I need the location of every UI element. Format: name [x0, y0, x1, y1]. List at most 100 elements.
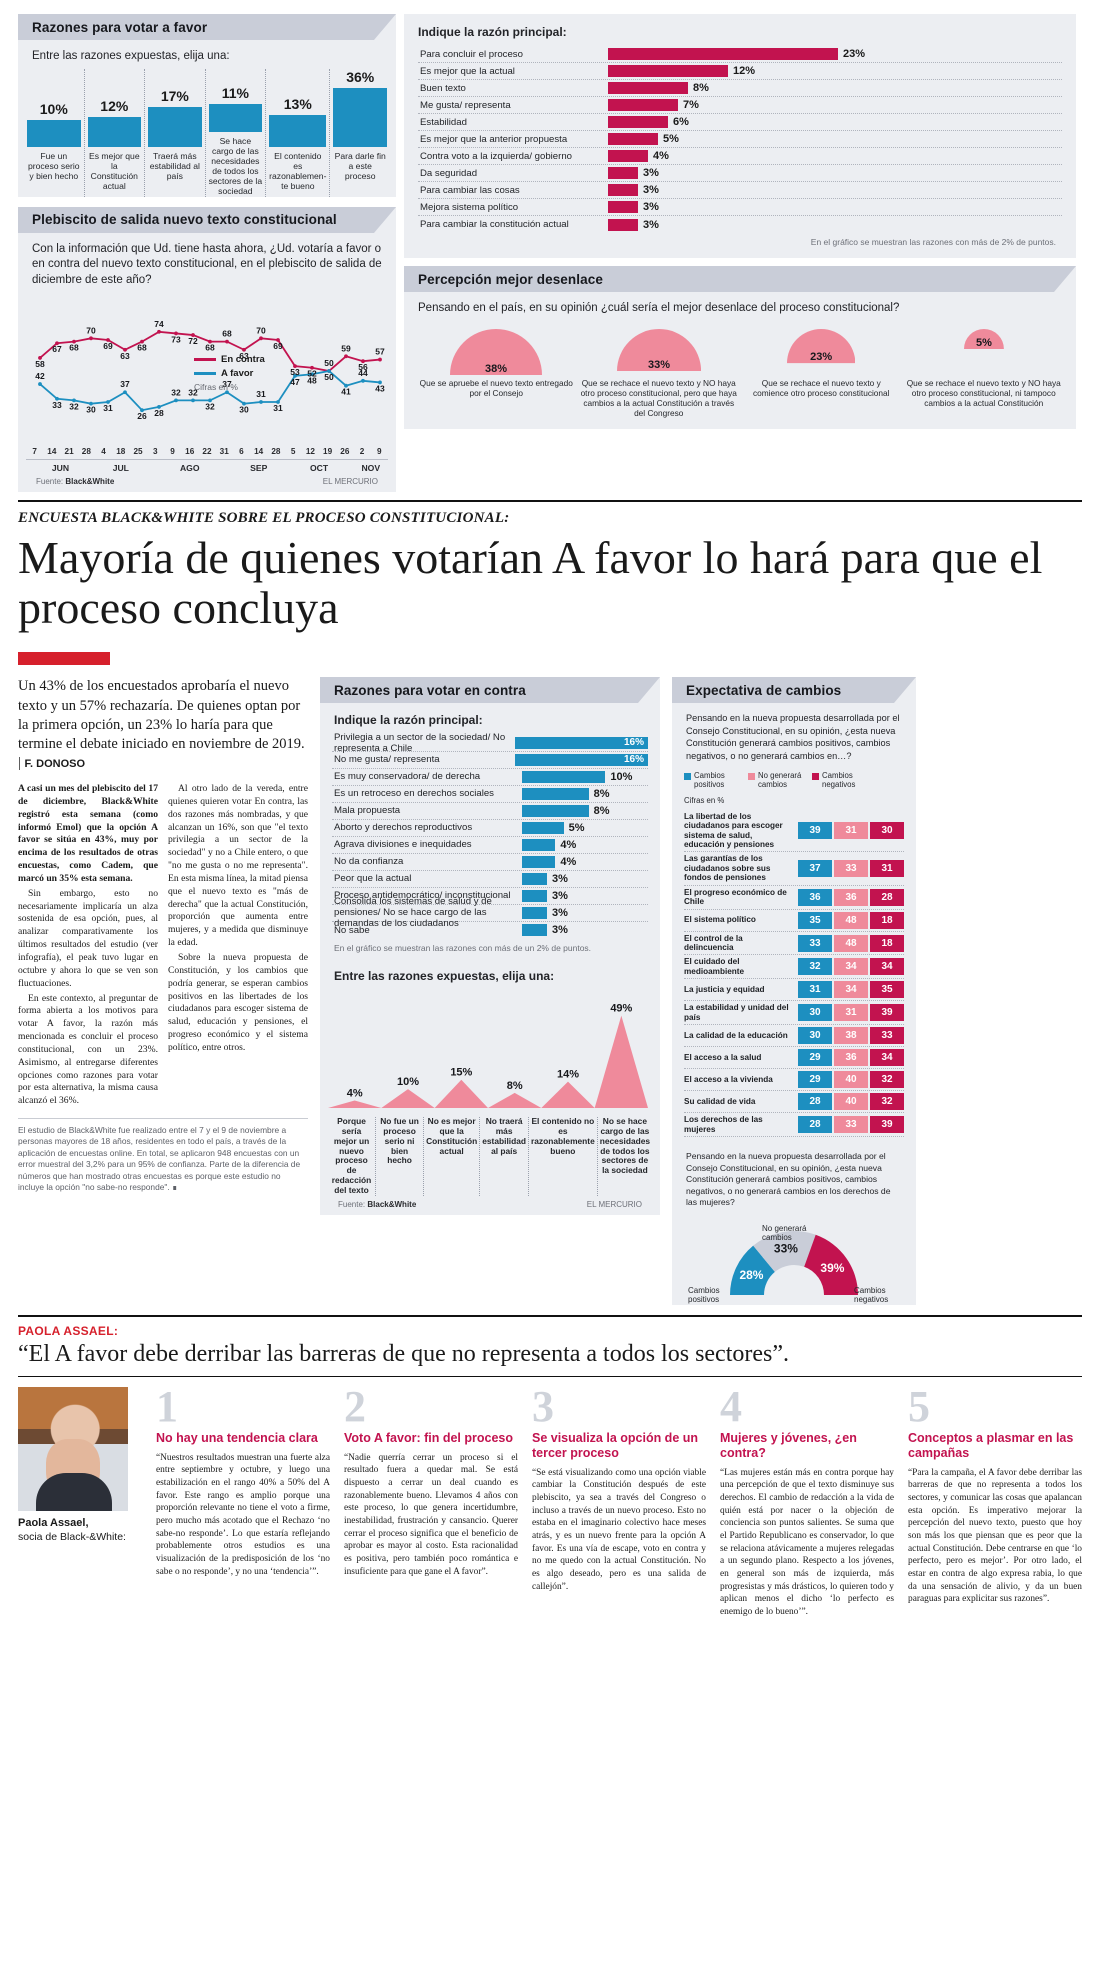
bar [522, 787, 589, 800]
standfirst-text: Un 43% de los encuestados aprobaría el n… [18, 678, 305, 771]
bar [522, 838, 556, 851]
area-category-label: Porque sería mejor un nuevo proceso de r… [328, 1116, 377, 1197]
panel-plebiscito: Plebiscito de salida nuevo texto constit… [18, 206, 396, 493]
svg-text:68: 68 [222, 329, 232, 339]
legend-swatch [748, 773, 755, 781]
gauge-mujeres-svg: 28%33%39%CambiospositivosCambiosnegativo… [688, 1224, 888, 1304]
svg-text:4%: 4% [347, 1087, 363, 1099]
column-label: El contenido es razonablemen-te bueno [269, 150, 327, 191]
legend-label-contra: En contra [221, 354, 265, 366]
table-cell: 34 [834, 958, 868, 976]
source-value: Black&White [367, 1200, 417, 1210]
line-chart-legend: En contra A favor Cifras en % [194, 354, 265, 392]
svg-text:48: 48 [307, 375, 317, 385]
table-cells: 30 38 33 [794, 1027, 904, 1045]
axis-tick: 3 [152, 447, 158, 457]
svg-text:31: 31 [273, 403, 283, 413]
legend-item: Cifras en % [684, 797, 724, 806]
axis-tick: 4 [101, 447, 106, 457]
svg-text:26: 26 [137, 411, 147, 421]
column-value: 13% [283, 95, 312, 112]
paola-point: 5 Conceptos a plasmar en las campañas “Par… [908, 1385, 1082, 1619]
column-label: Traerá más estabilidad al país [149, 150, 200, 181]
methodology-note: El estudio de Black&White fue realizado … [18, 1118, 308, 1193]
source-text: Fuente: Black&White [36, 477, 114, 486]
table-cell: 38 [834, 1027, 868, 1045]
hbar-chart-razon-principal: Para concluir el proceso 23% Es mejor que … [404, 44, 1076, 233]
panel-question: Pensando en el país, en su opinión ¿cuál… [418, 302, 900, 315]
gauge-label: Que se apruebe el nuevo texto entregado … [419, 377, 573, 398]
table-cells: 37 33 31 [794, 860, 904, 878]
legend-item: Cambios negativos [812, 771, 868, 789]
svg-text:72: 72 [188, 336, 198, 346]
panel-title: Expectativa de cambios [686, 682, 842, 698]
bar-row: Contra voto a la izquierda/ gobierno 4% [418, 148, 1062, 166]
bar-value: 12% [733, 65, 756, 78]
table-row: La calidad de la educación 30 38 33 [684, 1025, 904, 1048]
table-cell: 18 [870, 911, 904, 929]
bar [522, 906, 547, 919]
point-text: “Nuestros resultados muestran una fuerte… [156, 1452, 330, 1577]
axis-tick: 12 [305, 447, 315, 457]
table-cells: 35 48 18 [794, 911, 904, 929]
table-row: Su calidad de vida 28 40 32 [684, 1091, 904, 1114]
table-cells: 32 34 34 [794, 958, 904, 976]
paola-quote: “El A favor debe derribar las barreras d… [18, 1340, 790, 1367]
chart-footnote: En el gráfico se muestran las razones co… [334, 942, 592, 953]
paola-name: Paola Assael, [18, 1516, 89, 1529]
bar-row: Es mejor que la anterior propuesta 5% [418, 131, 1062, 149]
svg-text:30: 30 [86, 405, 96, 415]
table-cell: 33 [834, 860, 868, 878]
paper-name: EL MERCURIO [586, 1200, 642, 1210]
svg-text:32: 32 [171, 387, 181, 397]
svg-text:63: 63 [239, 351, 249, 361]
axis-tick: 16 [185, 447, 195, 457]
table-row: La libertad de los ciudadanos para escog… [684, 810, 904, 853]
panel-header: Expectativa de cambios [672, 677, 916, 704]
axis-tick: 9 [170, 447, 175, 457]
svg-text:59: 59 [341, 343, 351, 353]
table-cell: 36 [834, 1049, 868, 1067]
axis-tick: 6 [239, 447, 244, 457]
svg-text:73: 73 [171, 334, 181, 344]
axis-tick: 2 [359, 447, 365, 457]
table-cell: 29 [798, 1049, 832, 1067]
point-heading: Mujeres y jóvenes, ¿en contra? [720, 1430, 857, 1460]
panel-question-2: Pensando en la nueva propuesta desarroll… [686, 1150, 891, 1208]
bar [608, 184, 638, 197]
red-accent-bar [18, 652, 110, 666]
expectativa-legend: Cambios positivos No generará cambios Camb… [672, 766, 916, 810]
bar-label: Me gusta/ representa [420, 99, 511, 111]
svg-text:32: 32 [205, 401, 215, 411]
bar-row: Es mejor que la actual 12% [418, 63, 1062, 81]
column-label: Fue un proceso serio y bien hecho [27, 150, 80, 181]
panel-razones-contra-column: Razones para votar en contra Indique la … [320, 677, 660, 1305]
bar [522, 855, 556, 868]
table-cell: 35 [870, 981, 904, 999]
gauge-mujeres: 28% 33% 39% Cambios positivos Cambios negativo… [672, 1219, 916, 1305]
svg-text:positivos: positivos [688, 1295, 719, 1304]
svg-text:31: 31 [103, 403, 113, 413]
table-row: La estabilidad y unidad del país 30 31 39 [684, 1001, 904, 1026]
bar-row: No me gusta/ representa 16% [332, 752, 648, 769]
gauge-item: 23% Que se rechace el nuevo texto y comie… [743, 328, 900, 419]
axis-tick: 14 [47, 447, 57, 457]
paola-point: 3 Se visualiza la opción de un tercer pro… [532, 1385, 706, 1619]
bar-value: 6% [673, 116, 689, 129]
paola-photo [18, 1386, 128, 1511]
table-row-label: El cuidado del medioambiente [684, 957, 745, 976]
svg-text:44: 44 [358, 368, 368, 378]
bar-label: Agrava divisiones e inequidades [334, 839, 472, 851]
area-category-label: El contenido no es razonablemente bueno [529, 1116, 598, 1197]
bar-label: No sabe [334, 924, 370, 936]
bar-value: 8% [593, 787, 610, 800]
bar-value: 3% [552, 924, 568, 937]
bar-value: 5% [568, 821, 585, 834]
bar-label: Proceso antidemocrático/ inconstituciona… [334, 890, 511, 902]
axis-month: JUL [112, 463, 129, 474]
bar [608, 150, 648, 163]
bar-zone: 5% [522, 821, 648, 834]
svg-text:41: 41 [341, 387, 351, 397]
table-cell: 32 [870, 1093, 904, 1111]
table-cell: 35 [798, 911, 832, 929]
